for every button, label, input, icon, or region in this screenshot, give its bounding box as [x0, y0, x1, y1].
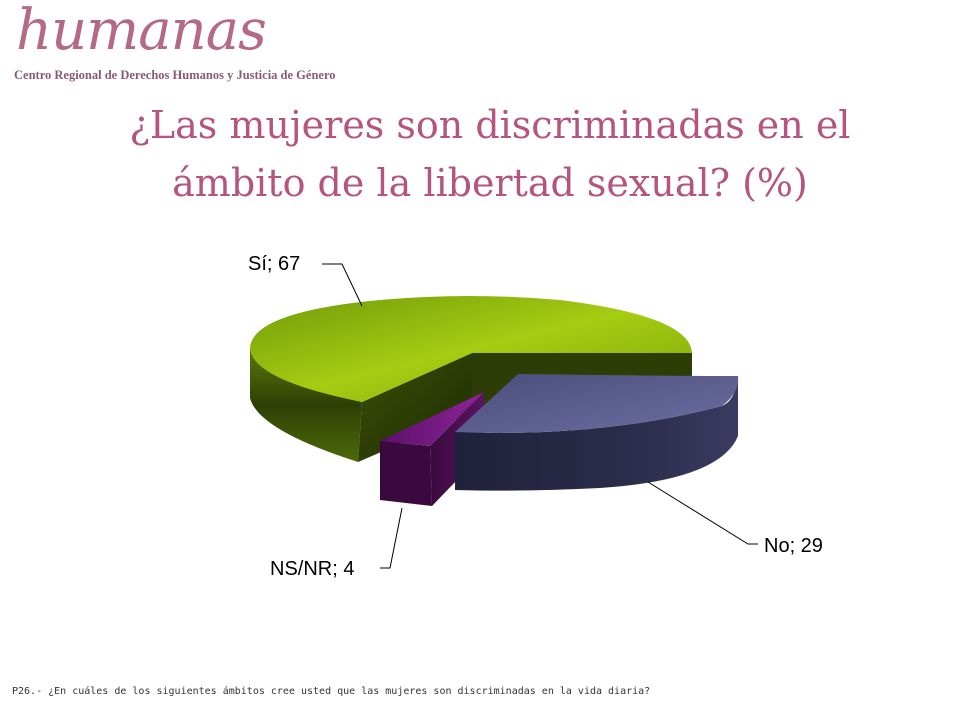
- slice-si-wall: [358, 353, 472, 462]
- footnote: P26.- ¿En cuáles de los siguientes ámbit…: [12, 686, 651, 697]
- page-title: ¿Las mujeres son discriminadas en el ámb…: [60, 96, 920, 212]
- slice-nsnr-top: [380, 392, 484, 446]
- page-title-line-2: ámbito de la libertad sexual? (%): [172, 161, 808, 205]
- leader-line-si: [322, 263, 363, 307]
- slice-nsnr-front: [380, 441, 432, 506]
- data-label-nsnr: NS/NR; 4: [270, 558, 354, 580]
- slice-no: [455, 374, 739, 491]
- slice-no-side: [455, 376, 738, 491]
- humanas-logo: humanas Centro Regional de Derechos Huma…: [12, 0, 336, 86]
- page-title-line-1: ¿Las mujeres son discriminadas en el: [129, 103, 851, 147]
- pie-chart: Sí; 67 No; 29 NS/NR; 4: [248, 253, 823, 580]
- data-label-no: No; 29: [764, 535, 823, 557]
- slice-no-top: [455, 374, 739, 433]
- slice-si-top: [250, 296, 692, 402]
- leader-line-nsnr: [380, 507, 403, 569]
- logo-subtitle: Centro Regional de Derechos Humanos y Ju…: [14, 68, 336, 82]
- leader-line-no: [647, 481, 758, 545]
- logo-wordmark: humanas: [16, 0, 267, 63]
- data-label-si: Sí; 67: [248, 253, 300, 275]
